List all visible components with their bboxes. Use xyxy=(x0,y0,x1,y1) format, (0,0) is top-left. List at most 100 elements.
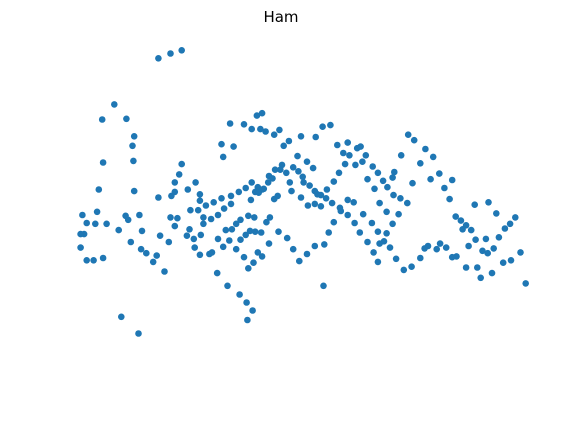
data-point xyxy=(383,230,390,237)
data-point xyxy=(422,145,429,153)
data-point xyxy=(370,249,377,256)
data-point xyxy=(167,50,174,57)
data-point xyxy=(327,121,334,129)
data-point xyxy=(501,225,509,232)
data-point xyxy=(311,242,319,250)
data-point xyxy=(341,160,349,168)
data-point xyxy=(235,188,243,196)
data-point xyxy=(227,200,235,208)
data-point xyxy=(156,232,164,239)
data-point xyxy=(441,184,448,192)
data-point xyxy=(240,121,248,128)
data-point xyxy=(98,116,106,123)
data-point xyxy=(129,142,136,150)
data-point xyxy=(171,222,179,230)
data-point xyxy=(214,235,222,243)
data-point xyxy=(236,291,243,298)
data-point xyxy=(232,220,240,228)
data-point xyxy=(210,199,217,206)
data-point xyxy=(118,313,125,321)
data-point xyxy=(397,152,405,159)
data-point xyxy=(196,251,204,259)
data-point xyxy=(311,187,319,195)
data-point xyxy=(286,179,294,186)
data-point xyxy=(95,186,103,193)
data-point xyxy=(197,231,205,239)
data-point xyxy=(488,269,496,277)
data-point xyxy=(178,160,185,168)
data-point xyxy=(262,128,269,135)
data-point xyxy=(417,160,424,167)
data-point xyxy=(178,47,185,54)
data-point xyxy=(257,125,264,133)
data-point xyxy=(224,282,231,290)
data-point xyxy=(448,253,456,261)
data-point xyxy=(196,197,204,204)
data-point xyxy=(344,211,352,219)
data-point xyxy=(242,231,249,239)
data-point xyxy=(495,234,503,241)
data-point xyxy=(277,166,284,173)
data-point xyxy=(138,227,146,235)
data-point xyxy=(283,169,290,177)
data-point xyxy=(409,179,416,187)
data-point xyxy=(427,175,434,183)
data-point xyxy=(389,220,396,228)
data-point xyxy=(493,210,500,217)
data-point xyxy=(311,200,319,208)
data-point xyxy=(171,179,179,186)
data-point xyxy=(303,158,311,165)
data-point xyxy=(368,219,376,227)
data-point xyxy=(115,226,122,234)
data-point xyxy=(484,249,492,257)
data-point xyxy=(357,143,364,150)
data-point xyxy=(306,182,313,189)
data-point xyxy=(251,214,258,221)
data-point xyxy=(304,202,312,209)
data-point xyxy=(446,195,453,203)
data-point xyxy=(186,226,193,233)
data-point xyxy=(379,177,387,185)
data-point xyxy=(320,282,327,290)
data-point xyxy=(351,219,358,227)
data-point xyxy=(111,101,118,108)
data-point xyxy=(274,192,282,200)
data-point xyxy=(269,175,276,182)
data-point xyxy=(167,214,174,221)
data-point xyxy=(155,194,162,201)
data-point xyxy=(214,211,222,219)
data-point xyxy=(371,185,378,193)
data-point xyxy=(429,153,437,161)
data-point xyxy=(77,244,84,251)
data-point xyxy=(283,234,291,242)
data-point xyxy=(397,195,404,202)
data-point xyxy=(99,254,107,262)
data-point xyxy=(364,175,371,183)
data-point xyxy=(90,257,97,264)
data-point xyxy=(328,199,336,207)
data-point xyxy=(452,213,460,220)
data-point xyxy=(317,191,325,199)
data-point xyxy=(130,187,138,195)
data-point xyxy=(242,184,249,192)
data-point xyxy=(265,240,273,247)
data-point xyxy=(243,299,250,306)
data-point xyxy=(296,257,303,265)
data-point xyxy=(340,149,347,157)
data-point xyxy=(442,244,450,251)
data-point xyxy=(364,238,371,246)
data-point xyxy=(248,179,255,186)
data-point xyxy=(135,330,142,337)
data-point xyxy=(384,183,391,191)
data-point xyxy=(276,126,283,134)
data-point xyxy=(207,215,215,223)
data-point xyxy=(322,195,330,202)
data-points xyxy=(77,47,529,337)
data-point xyxy=(395,210,402,218)
data-point xyxy=(270,131,278,138)
data-point xyxy=(389,174,396,181)
data-point xyxy=(512,214,519,221)
data-point xyxy=(300,179,307,186)
data-point xyxy=(257,229,265,236)
